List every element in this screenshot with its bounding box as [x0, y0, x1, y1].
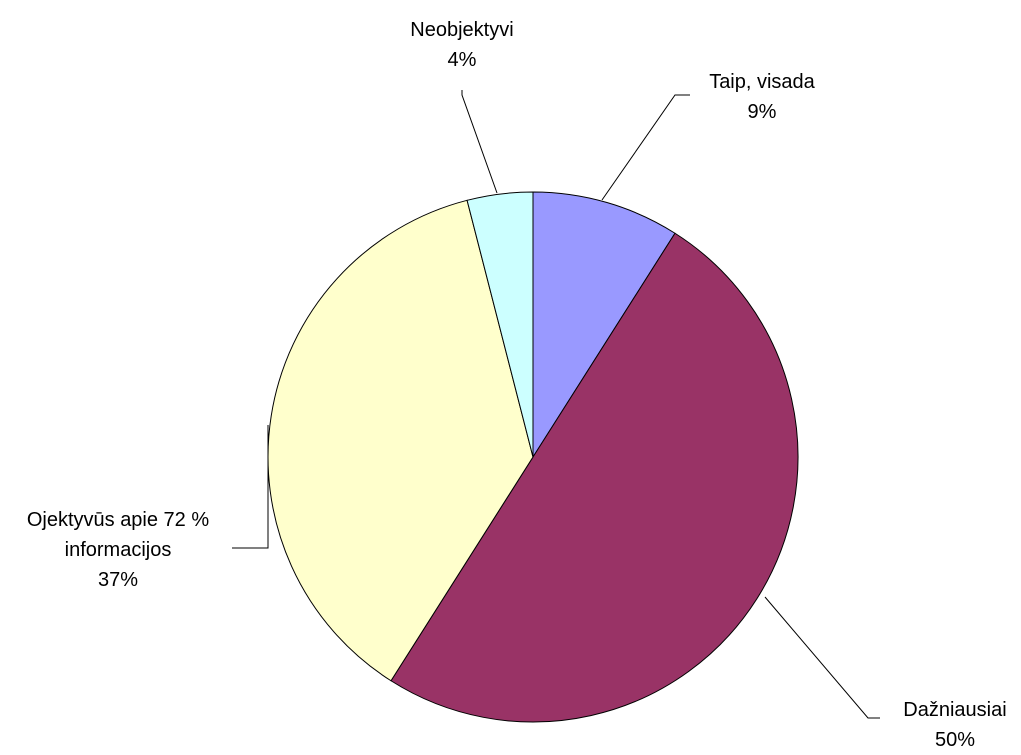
pie-slice [390, 232, 799, 723]
pie-slice [466, 191, 534, 458]
pie-slice [532, 191, 676, 459]
slice-label: Dažniausiai 50% [855, 695, 1021, 755]
slice-name: Neobjektyvi [410, 19, 514, 41]
slice-value: 50% [934, 729, 976, 751]
slice-name: Ojektyvūs apie 72 % informacijos [26, 509, 210, 561]
leader-line [601, 94, 690, 201]
slice-value: 4% [447, 49, 477, 71]
slice-label: Neobjektyvi 4% [362, 15, 562, 75]
slice-name: Dažniausiai [903, 699, 1007, 721]
slice-label: Ojektyvūs apie 72 % informacijos 37% [0, 505, 236, 595]
leader-line [232, 425, 269, 549]
slice-value: 37% [97, 569, 139, 591]
slice-value: 9% [747, 101, 777, 123]
leader-line [764, 596, 880, 719]
slice-name: Taip, visada [709, 71, 815, 93]
leader-line [461, 90, 498, 194]
slice-label: Taip, visada 9% [662, 67, 862, 127]
pie-slice [267, 199, 534, 682]
